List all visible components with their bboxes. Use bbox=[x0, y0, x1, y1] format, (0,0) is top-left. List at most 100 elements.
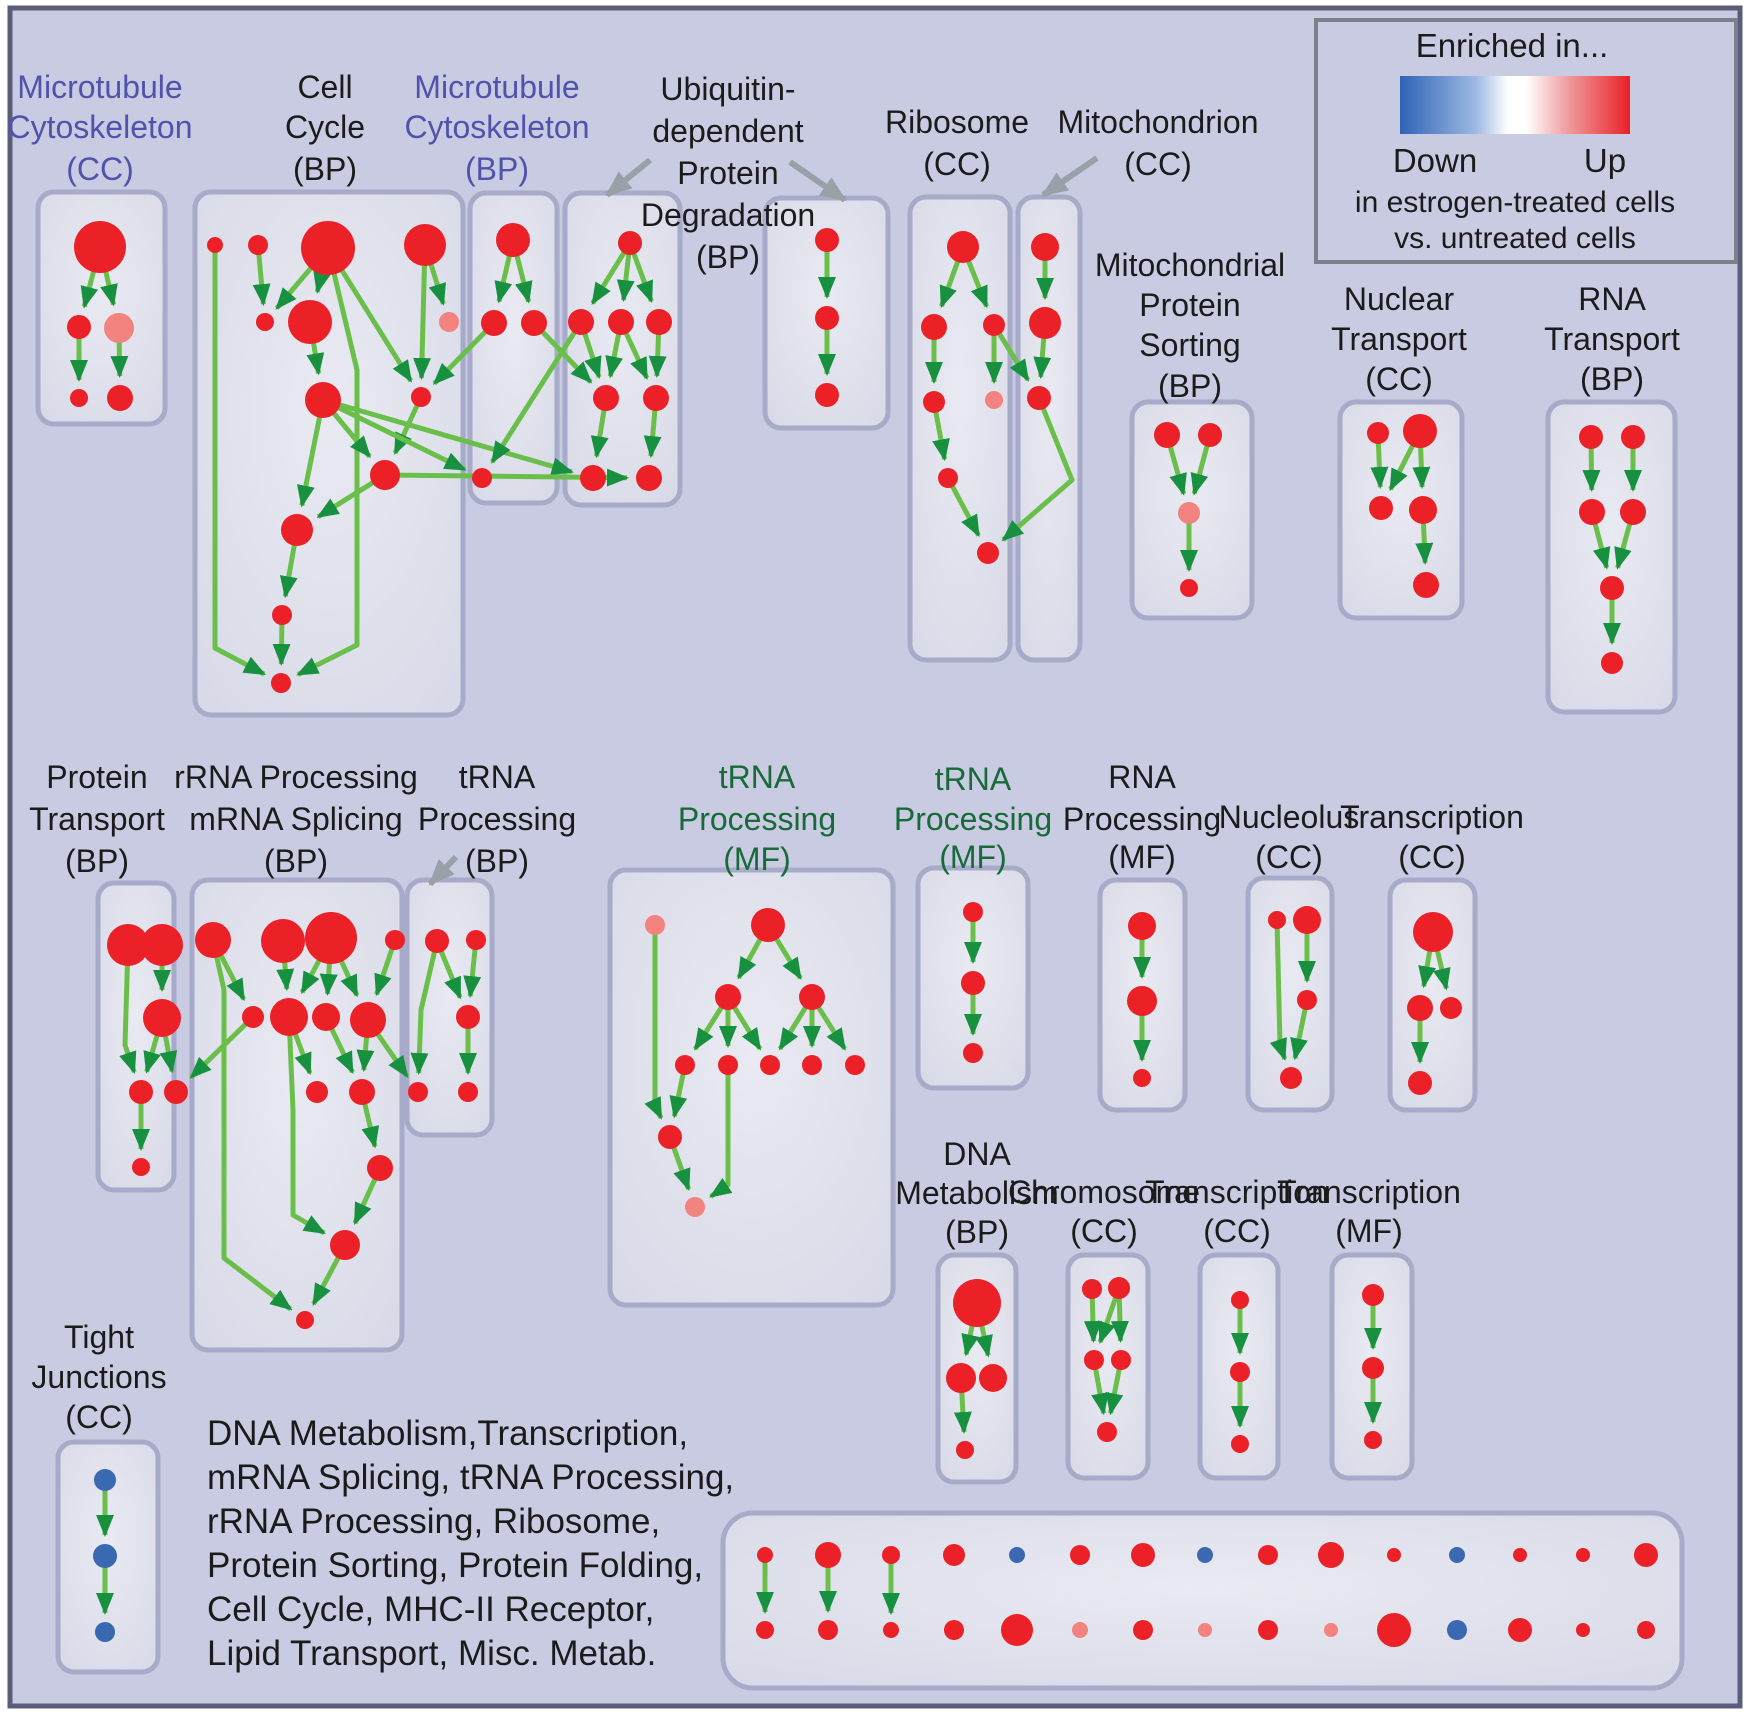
go-term-node-a1 bbox=[74, 221, 126, 273]
go-term-node-p5 bbox=[164, 1080, 188, 1104]
go-term-node-a3 bbox=[104, 313, 134, 343]
go-term-node-g2 bbox=[751, 908, 785, 942]
go-term-node-e3 bbox=[1133, 1069, 1151, 1087]
go-term-node-bt11 bbox=[1387, 1548, 1401, 1562]
label-ribosome: Ribosome (CC) bbox=[885, 104, 1029, 182]
edge-q5-p5 bbox=[189, 1015, 255, 1080]
label-trna-bp: tRNA Processing (BP) bbox=[418, 759, 576, 879]
go-term-node-h2 bbox=[1108, 1277, 1130, 1299]
go-term-node-u8 bbox=[636, 465, 662, 491]
edge-p1-p4 bbox=[119, 944, 137, 1074]
go-term-node-q12 bbox=[330, 1230, 360, 1260]
label-pointer-arrow-4 bbox=[427, 854, 459, 887]
go-term-node-rt4 bbox=[1620, 499, 1646, 525]
legend-subtitle-2: vs. untreated cells bbox=[1394, 222, 1636, 255]
go-term-node-g5 bbox=[675, 1055, 695, 1075]
go-term-node-g1 bbox=[645, 915, 665, 935]
go-term-node-g9 bbox=[845, 1055, 865, 1075]
edge-r6-r7 bbox=[945, 476, 981, 538]
label-ubiquitin: Ubiquitin-dependent Protein Degradation (BP… bbox=[641, 71, 815, 275]
cluster-box-nuclear-transport bbox=[1337, 399, 1465, 621]
label-microtubule-cc: Microtubule Cytoskeleton (CC) bbox=[8, 69, 193, 187]
go-term-node-r3 bbox=[983, 314, 1005, 336]
go-term-node-t1 bbox=[1031, 233, 1059, 261]
go-term-node-bb5 bbox=[1001, 1614, 1033, 1646]
go-term-node-bb1 bbox=[756, 1621, 774, 1639]
go-term-node-q5 bbox=[242, 1006, 264, 1028]
go-term-node-bb3 bbox=[883, 1622, 899, 1638]
go-term-node-rt2 bbox=[1621, 425, 1645, 449]
go-term-node-e2 bbox=[1127, 986, 1157, 1016]
go-term-node-bt4 bbox=[943, 1544, 965, 1566]
legend-title: Enriched in... bbox=[1416, 27, 1609, 64]
go-term-node-tr5 bbox=[458, 1082, 478, 1102]
go-term-node-bt1 bbox=[757, 1547, 773, 1563]
go-term-node-bt6 bbox=[1070, 1545, 1090, 1565]
legend-up-label: Up bbox=[1584, 142, 1626, 179]
label-rrna-mrna: rRNA Processing mRNA Splicing (BP) bbox=[174, 759, 418, 879]
label-tight-junctions: Tight Junctions (CC) bbox=[31, 1319, 166, 1435]
cluster-box-rna-transport bbox=[1545, 399, 1678, 715]
cluster-box-nucleolus bbox=[1245, 875, 1335, 1113]
go-term-node-p3 bbox=[143, 999, 181, 1037]
go-term-node-d2 bbox=[946, 1363, 976, 1393]
edge-m3-u5 bbox=[532, 321, 593, 384]
label-mitochondrion: Mitochondrion (CC) bbox=[1058, 104, 1259, 182]
go-term-node-a2 bbox=[67, 315, 91, 339]
go-term-node-n1 bbox=[1268, 911, 1286, 929]
cluster-box-ribosome bbox=[907, 194, 1013, 663]
go-term-node-tr3 bbox=[408, 1082, 428, 1102]
label-transcription-cc-bottom: Transcription (CC) bbox=[1145, 1174, 1329, 1249]
go-term-node-g8 bbox=[802, 1055, 822, 1075]
go-term-node-c6 bbox=[288, 300, 332, 344]
go-term-node-bb7 bbox=[1133, 1620, 1153, 1640]
legend-subtitle-1: in estrogen-treated cells bbox=[1355, 186, 1675, 219]
edge-u2-m4 bbox=[490, 320, 584, 464]
go-term-node-rt3 bbox=[1579, 499, 1605, 525]
go-term-node-r6 bbox=[938, 468, 958, 488]
go-term-node-tc2 bbox=[1407, 995, 1433, 1021]
label-pointer-arrow-3 bbox=[1041, 155, 1099, 198]
go-term-node-rt1 bbox=[1579, 425, 1603, 449]
go-term-node-bb11 bbox=[1377, 1613, 1411, 1647]
go-term-node-q8 bbox=[350, 1002, 386, 1038]
go-term-node-u2 bbox=[568, 309, 594, 335]
go-term-node-nt2 bbox=[1403, 414, 1437, 448]
go-term-node-nt1 bbox=[1367, 422, 1389, 444]
go-term-node-m2 bbox=[481, 310, 507, 336]
go-term-node-r1 bbox=[947, 231, 979, 263]
go-term-node-bt3 bbox=[882, 1546, 900, 1564]
go-term-node-k1 bbox=[1231, 1291, 1249, 1309]
legend-gradient-bar bbox=[1400, 76, 1630, 134]
go-term-node-q7 bbox=[312, 1003, 340, 1031]
go-term-node-a4 bbox=[70, 389, 88, 407]
go-term-node-bb10 bbox=[1324, 1623, 1338, 1637]
go-term-node-g3 bbox=[715, 984, 741, 1010]
go-term-node-bt5 bbox=[1009, 1547, 1025, 1563]
go-term-node-c3 bbox=[301, 221, 355, 275]
label-protein-transport: Protein Transport (BP) bbox=[29, 759, 165, 879]
go-term-node-r4 bbox=[923, 391, 945, 413]
legend: Enriched in... Down Up in estrogen-treated … bbox=[1314, 18, 1738, 264]
go-term-node-w1 bbox=[963, 902, 983, 922]
go-term-node-tc3 bbox=[1440, 997, 1462, 1019]
cluster-box-microtubule-cc bbox=[35, 189, 168, 427]
go-term-node-bb14 bbox=[1576, 1623, 1590, 1637]
go-term-node-bb12 bbox=[1447, 1620, 1467, 1640]
label-trna-mf-large: tRNA Processing (MF) bbox=[678, 759, 836, 877]
go-term-node-tr4 bbox=[456, 1005, 480, 1029]
go-term-node-rt6 bbox=[1601, 652, 1623, 674]
edge-c4-c9 bbox=[413, 244, 432, 380]
go-term-node-g11 bbox=[685, 1197, 705, 1217]
go-term-node-tr1 bbox=[425, 929, 449, 953]
go-term-node-u6 bbox=[643, 385, 669, 411]
go-term-node-q9 bbox=[306, 1081, 328, 1103]
go-term-node-bt14 bbox=[1576, 1548, 1590, 1562]
label-trna-mf-small: tRNA Processing (MF) bbox=[894, 761, 1052, 875]
go-term-node-c12 bbox=[272, 605, 292, 625]
go-term-node-r7 bbox=[977, 542, 999, 564]
go-term-node-c8 bbox=[305, 382, 341, 418]
go-term-node-bb2 bbox=[818, 1620, 838, 1640]
cluster-box-trna-mf-large bbox=[607, 867, 896, 1308]
label-cell-cycle: Cell Cycle (BP) bbox=[285, 69, 365, 187]
